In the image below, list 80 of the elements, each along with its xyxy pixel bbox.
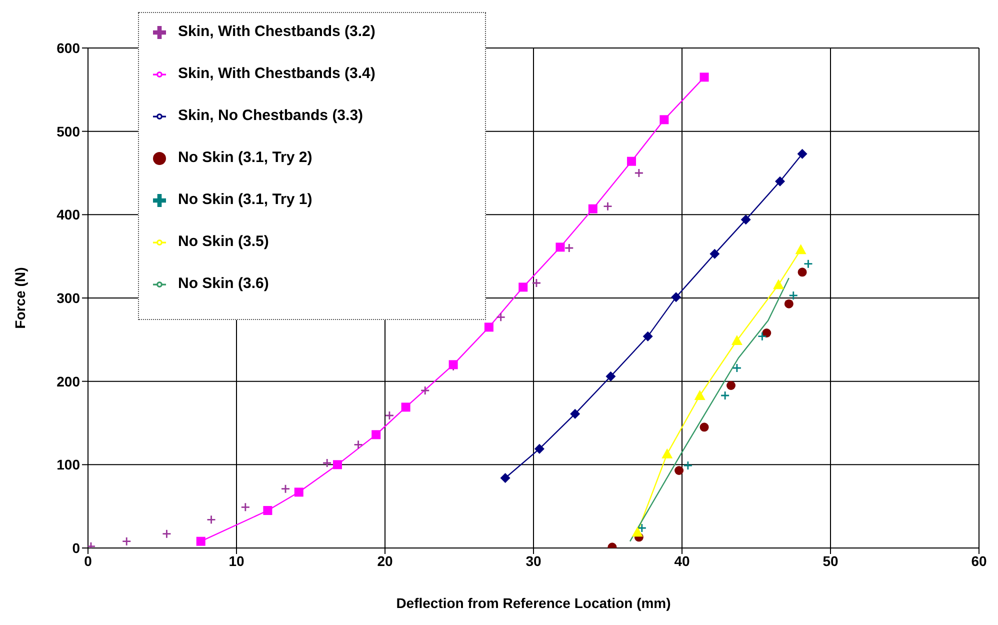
y-axis-title: Force (N) — [12, 267, 28, 329]
point — [500, 473, 510, 483]
legend-label: No Skin (3.5) — [178, 233, 269, 250]
point — [603, 202, 612, 212]
point — [773, 279, 784, 290]
point — [263, 506, 272, 515]
y-tick-label: 500 — [56, 123, 80, 140]
x-tick-label: 20 — [377, 552, 393, 569]
point — [372, 430, 381, 440]
point — [532, 278, 542, 288]
point — [700, 72, 709, 82]
point — [642, 331, 653, 342]
point — [122, 536, 132, 546]
point — [332, 460, 342, 470]
y-tick-label: 100 — [56, 456, 80, 473]
x-tick-label: 0 — [84, 552, 92, 569]
point — [280, 484, 290, 494]
x-tick-label: 50 — [822, 552, 838, 569]
point — [634, 168, 644, 178]
point — [196, 536, 206, 546]
point — [694, 390, 706, 400]
point — [660, 115, 669, 124]
point — [556, 242, 565, 252]
point — [710, 248, 720, 259]
x-tick-label: 60 — [971, 552, 987, 569]
point — [797, 148, 808, 159]
point — [740, 214, 751, 225]
point — [322, 458, 332, 468]
point — [534, 444, 544, 454]
point — [674, 466, 684, 475]
point — [726, 381, 736, 390]
point — [798, 268, 807, 277]
x-tick-label: 30 — [526, 552, 542, 569]
point — [518, 282, 528, 292]
point — [420, 386, 430, 396]
point — [162, 529, 172, 539]
legend-label: No Skin (3.1, Try 2) — [178, 149, 312, 166]
point — [240, 502, 250, 512]
point — [627, 156, 636, 166]
point — [384, 410, 394, 420]
y-tick-label: 300 — [56, 290, 80, 306]
point — [662, 448, 673, 458]
point — [784, 299, 794, 308]
point — [496, 312, 506, 322]
y-tick-label: 0 — [72, 540, 80, 556]
legend-label: Skin, With Chestbands (3.2) — [178, 23, 376, 40]
x-tick-label: 10 — [228, 552, 244, 569]
x-tick-label: 40 — [674, 552, 690, 569]
point — [564, 243, 574, 253]
y-tick-label: 200 — [56, 373, 80, 390]
line-series — [629, 277, 790, 542]
point — [588, 204, 598, 214]
x-axis-title: Deflection from Reference Location (mm) — [396, 595, 671, 611]
point — [570, 408, 580, 419]
point — [683, 460, 693, 470]
point — [804, 259, 813, 269]
legend-label: No Skin (3.1, Try 1) — [178, 191, 312, 208]
point — [606, 371, 616, 382]
point — [732, 363, 742, 373]
point — [671, 292, 682, 302]
point — [401, 402, 410, 412]
legend-label: Skin, No Chestbands (3.3) — [178, 107, 364, 124]
point — [795, 244, 806, 254]
y-tick-label: 600 — [56, 40, 80, 56]
point — [775, 176, 786, 186]
point — [294, 488, 304, 497]
legend-label: No Skin (3.6) — [178, 275, 269, 292]
point — [700, 422, 709, 432]
point — [484, 322, 494, 332]
point — [788, 290, 798, 300]
y-tick-label: 400 — [56, 206, 80, 223]
legend-label: Skin, With Chestbands (3.4) — [178, 65, 376, 82]
point — [637, 523, 647, 533]
point — [720, 390, 730, 400]
point — [757, 332, 767, 342]
point — [354, 440, 363, 450]
point — [632, 526, 643, 537]
point — [731, 335, 742, 345]
point — [762, 328, 772, 338]
point — [206, 514, 216, 524]
